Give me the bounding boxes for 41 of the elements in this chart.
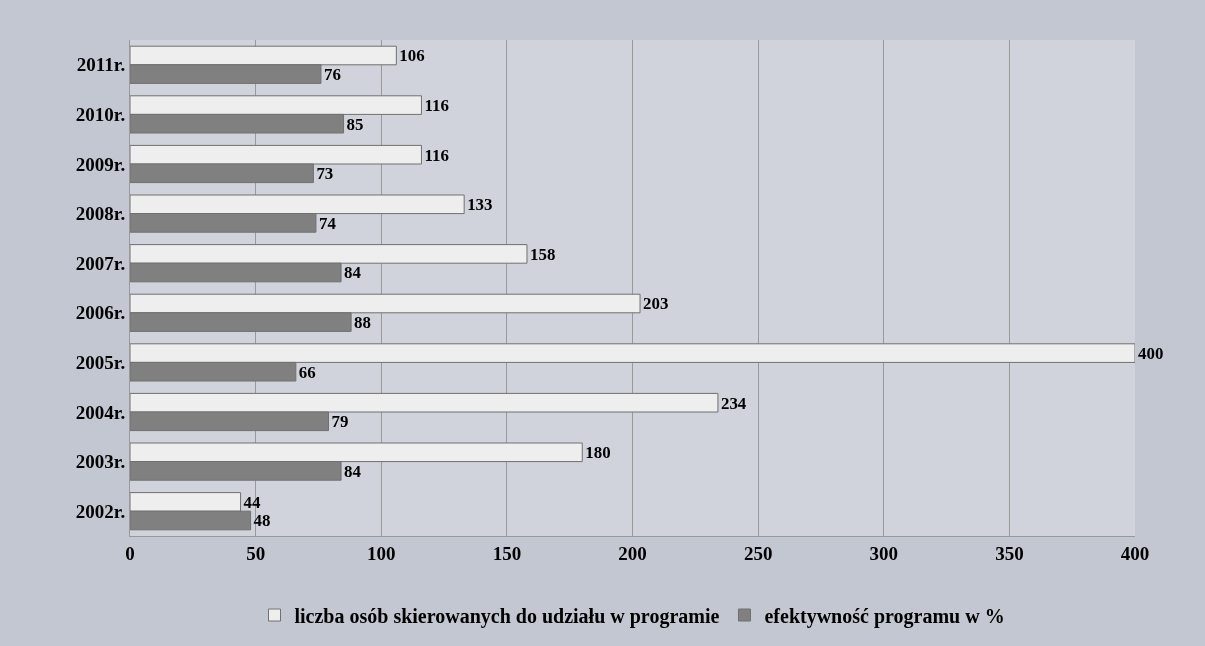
x-tick-label: 100 <box>367 542 396 564</box>
x-tick-label: 400 <box>1120 542 1150 564</box>
data-label: 158 <box>529 244 556 264</box>
legend-label: liczba osób skierowanych do udziału w programie <box>294 604 720 628</box>
y-tick-label: 2003r. <box>75 451 126 473</box>
y-tick-label: 2007r. <box>75 252 126 274</box>
data-label: 88 <box>354 313 371 333</box>
y-tick-label: 2010r. <box>75 104 126 126</box>
data-label: 66 <box>298 362 316 382</box>
data-label: 203 <box>643 294 669 314</box>
x-tick-label: 300 <box>869 542 898 564</box>
x-tick-label: 250 <box>743 542 773 564</box>
data-label: 133 <box>467 195 493 215</box>
data-label: 116 <box>424 145 449 165</box>
y-tick-label: 2002r. <box>75 500 126 522</box>
data-label: 74 <box>318 213 337 233</box>
y-tick-label: 2004r. <box>75 401 126 423</box>
data-label: 73 <box>316 164 334 184</box>
x-tick-label: 200 <box>618 542 647 564</box>
data-label: 84 <box>344 461 362 481</box>
data-label: 76 <box>323 65 341 85</box>
data-label: 116 <box>424 96 449 116</box>
y-tick-label: 2005r. <box>75 352 126 374</box>
y-tick-label: 2006r. <box>75 302 126 324</box>
y-tick-label: 2011r. <box>76 54 126 76</box>
x-tick-label: 350 <box>995 542 1024 564</box>
data-label: 106 <box>399 46 425 66</box>
data-label: 48 <box>253 511 271 531</box>
data-label: 84 <box>344 263 362 283</box>
data-label: 85 <box>346 114 364 134</box>
data-label: 44 <box>243 492 261 512</box>
data-label: 180 <box>585 443 611 463</box>
data-label: 79 <box>331 412 349 432</box>
y-tick-label: 2008r. <box>75 203 126 225</box>
x-tick-label: 150 <box>492 542 522 564</box>
y-tick-label: 2009r. <box>75 153 126 175</box>
data-label: 400 <box>1138 344 1164 364</box>
data-label: 234 <box>720 393 747 413</box>
x-tick-label: 50 <box>246 542 266 564</box>
legend-label: efektywność programu w % <box>764 604 1005 628</box>
x-tick-label: 0 <box>125 542 135 564</box>
